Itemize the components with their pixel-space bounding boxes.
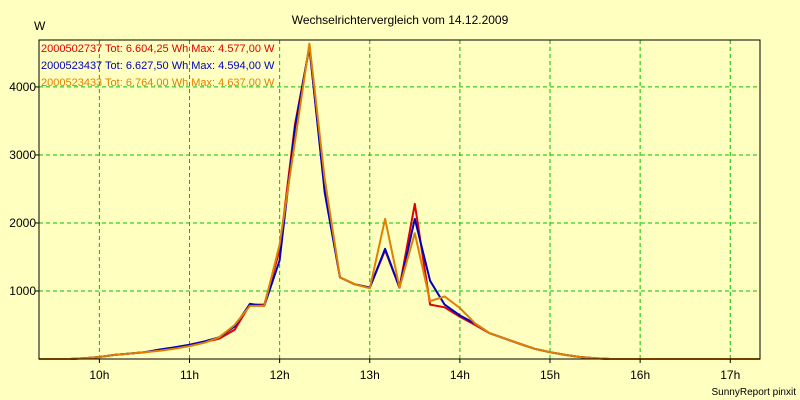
- x-tick-label: 11h: [180, 368, 199, 382]
- axis-ticks: 10h 11h 12h 13h 14h 15h 16h 17h 1000 2000 3000 4000: [9, 80, 740, 382]
- grid-lines: [39, 40, 760, 359]
- footer-credit: SunnyReport pinxit: [712, 387, 797, 398]
- plot-frame: [38, 39, 761, 360]
- legend-entry-2000523437: 2000523437 Tot: 6.627,50 Wh Max: 4.594,0…: [41, 60, 275, 72]
- x-tick-label: 17h: [720, 368, 740, 382]
- y-tick-label: 2000: [9, 216, 36, 230]
- y-tick-label: 3000: [9, 148, 36, 162]
- y-tick-label: 4000: [9, 80, 36, 94]
- legend: 2000502737 Tot: 6.604,25 Wh Max: 4.577,0…: [41, 43, 275, 89]
- legend-entry-2000502737: 2000502737 Tot: 6.604,25 Wh Max: 4.577,0…: [41, 43, 275, 55]
- x-tick-label: 16h: [630, 368, 650, 382]
- x-tick-label: 15h: [540, 368, 560, 382]
- legend-entry-2000523433: 2000523433 Tot: 6.764,00 Wh Max: 4.637,0…: [41, 77, 275, 89]
- x-tick-label: 12h: [270, 368, 290, 382]
- x-tick-label: 10h: [89, 368, 109, 382]
- x-tick-label: 14h: [450, 368, 470, 382]
- chart-title: Wechselrichtervergleich vom 14.12.2009: [292, 13, 509, 27]
- x-tick-label: 13h: [360, 368, 380, 382]
- y-tick-label: 1000: [9, 284, 36, 298]
- y-axis-unit-label: W: [34, 19, 46, 33]
